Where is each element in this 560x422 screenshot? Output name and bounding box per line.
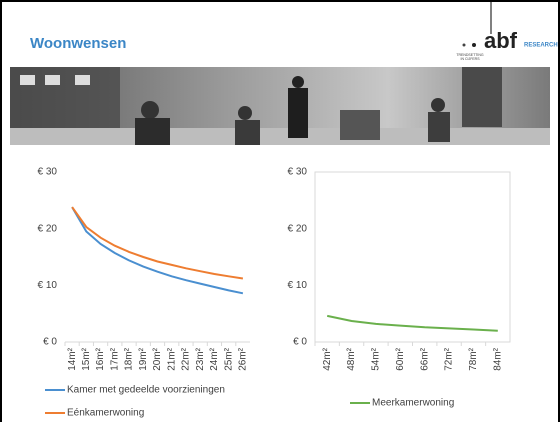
x-tick-label: 15m²	[81, 347, 92, 370]
x-tick-label: 20m²	[152, 347, 163, 370]
x-tick-label: 21m²	[166, 347, 177, 370]
x-tick-label: 19m²	[138, 347, 149, 370]
y-tick-label: € 20	[288, 223, 308, 234]
y-tick-label: € 0	[43, 337, 57, 348]
person	[135, 118, 170, 145]
ground	[10, 128, 550, 145]
window	[75, 75, 90, 85]
person	[462, 67, 502, 127]
legend-label: Eénkamerwoning	[67, 408, 144, 419]
person	[431, 98, 445, 112]
logo-dot	[462, 43, 466, 47]
y-tick-label: € 30	[38, 167, 58, 178]
y-tick-label: € 30	[288, 167, 308, 178]
x-tick-label: 54m²	[371, 347, 382, 370]
tagline: IN CIJFERS	[460, 57, 480, 61]
x-tick-label: 78m²	[468, 347, 479, 370]
person	[292, 76, 304, 88]
chair	[340, 110, 380, 140]
y-tick-label: € 10	[38, 280, 58, 291]
logo-tag: RESEARCH	[524, 43, 558, 49]
x-tick-label: 26m²	[238, 347, 249, 370]
legend-label: Kamer met gedeelde voorzieningen	[67, 385, 225, 396]
x-tick-label: 22m²	[181, 347, 192, 370]
x-tick-label: 84m²	[492, 347, 503, 370]
x-tick-label: 16m²	[95, 347, 106, 370]
photo	[10, 67, 550, 145]
x-tick-label: 72m²	[444, 347, 455, 370]
series-line	[71, 206, 244, 280]
y-tick-label: € 10	[288, 280, 308, 291]
person	[238, 106, 252, 120]
logo: abf	[484, 28, 518, 53]
slide-title: Woonwensen	[30, 35, 126, 52]
window	[20, 75, 35, 85]
x-tick-label: 18m²	[124, 347, 135, 370]
x-tick-label: 48m²	[346, 347, 357, 370]
x-tick-label: 23m²	[195, 347, 206, 370]
y-tick-label: € 20	[38, 223, 58, 234]
x-tick-label: 24m²	[209, 347, 220, 370]
person	[428, 112, 450, 142]
person	[288, 88, 308, 138]
series-line	[71, 206, 244, 295]
x-tick-label: 42m²	[322, 347, 333, 370]
tagline: TRENDSETTING	[456, 53, 484, 57]
person	[235, 120, 260, 145]
x-tick-label: 17m²	[109, 347, 120, 370]
series-line	[326, 314, 498, 332]
logo-dot	[472, 43, 476, 47]
x-tick-label: 66m²	[419, 347, 430, 370]
legend-label: Meerkamerwoning	[372, 398, 454, 409]
x-tick-label: 60m²	[395, 347, 406, 370]
person	[141, 101, 159, 119]
x-tick-label: 14m²	[67, 347, 78, 370]
window	[45, 75, 60, 85]
y-tick-label: € 0	[293, 337, 307, 348]
x-tick-label: 25m²	[223, 347, 234, 370]
